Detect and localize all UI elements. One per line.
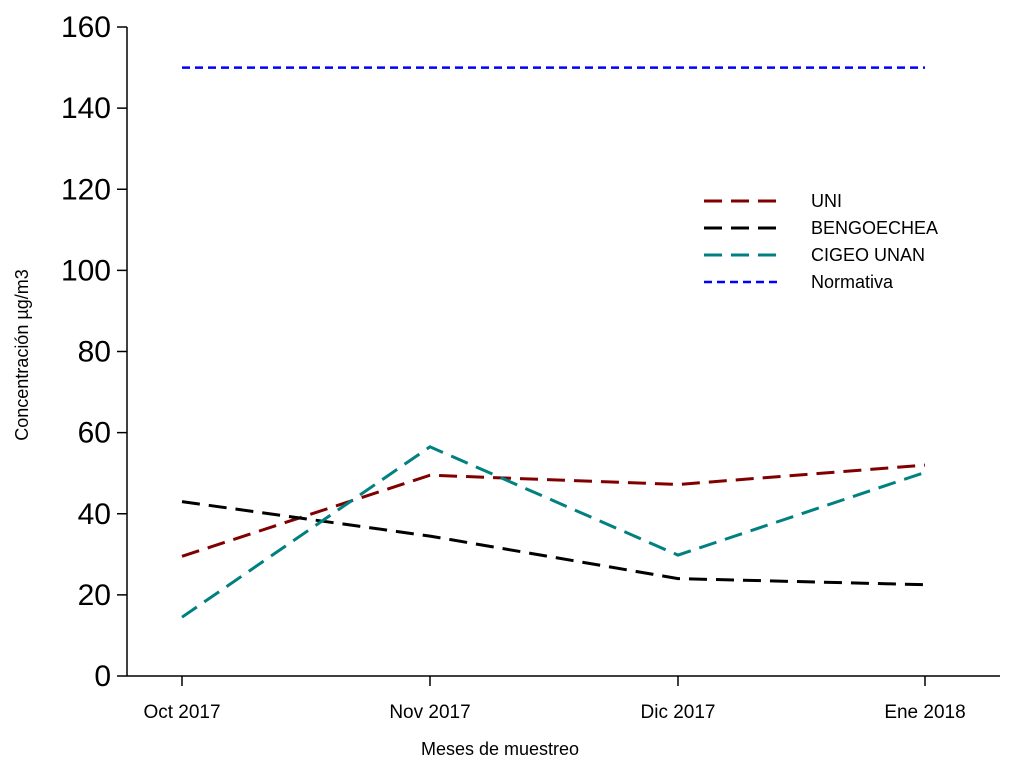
x-axis-title: Meses de muestreo bbox=[421, 739, 579, 759]
y-tick-label: 20 bbox=[78, 579, 111, 612]
y-axis-title: Concentración µg/m3 bbox=[12, 269, 32, 440]
y-tick-label: 100 bbox=[61, 254, 111, 287]
y-tick-label: 0 bbox=[94, 660, 111, 693]
series-line-2 bbox=[181, 445, 926, 619]
legend-label-0: UNI bbox=[811, 191, 842, 211]
legend: UNI BENGOECHEA CIGEO UNAN Normativa bbox=[704, 191, 938, 292]
series-layer bbox=[181, 66, 926, 619]
y-axis-ticks: 0 20 40 60 80 100 120 140 160 bbox=[61, 11, 127, 693]
x-tick-label: Nov 2017 bbox=[389, 702, 470, 723]
x-tick-label: Oct 2017 bbox=[143, 702, 220, 723]
x-tick-label: Ene 2018 bbox=[884, 702, 965, 723]
legend-label-3: Normativa bbox=[811, 272, 894, 292]
y-tick-label: 40 bbox=[78, 498, 111, 531]
y-tick-label: 120 bbox=[61, 173, 111, 206]
series-line-1 bbox=[181, 500, 926, 587]
y-tick-label: 140 bbox=[61, 92, 111, 125]
y-tick-label: 80 bbox=[78, 336, 111, 369]
axes bbox=[126, 27, 1000, 677]
series-line-0 bbox=[181, 463, 926, 558]
y-tick-label: 60 bbox=[78, 417, 111, 450]
x-axis-ticks: Oct 2017 Nov 2017 Dic 2017 Ene 2018 bbox=[143, 676, 966, 723]
y-tick-label: 160 bbox=[61, 11, 111, 44]
x-tick-label: Dic 2017 bbox=[641, 702, 716, 723]
legend-label-2: CIGEO UNAN bbox=[811, 245, 925, 265]
legend-label-1: BENGOECHEA bbox=[811, 218, 938, 238]
